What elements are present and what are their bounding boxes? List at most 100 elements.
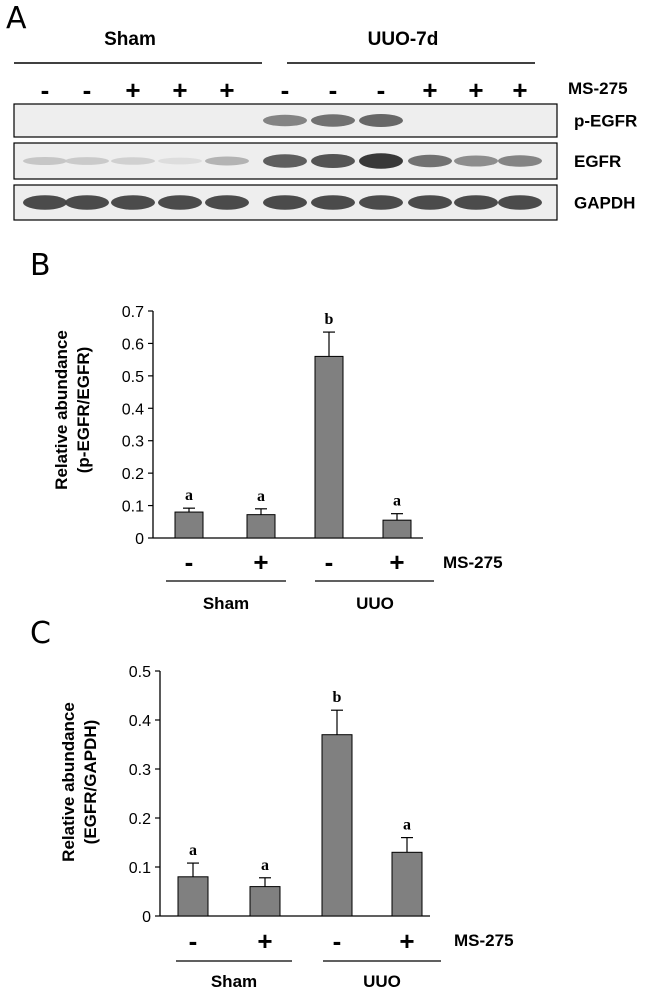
x-category-label: - <box>185 547 194 577</box>
blot-lane-sign: + <box>422 75 437 105</box>
x-category-label: + <box>257 926 272 956</box>
bar <box>177 876 209 917</box>
blot-lane-sign: + <box>125 75 140 105</box>
blot-band <box>498 195 542 210</box>
y-tick-label: 0.2 <box>122 466 144 483</box>
blot-lane-sign: + <box>468 75 483 105</box>
significance-label: b <box>325 311 334 328</box>
chart-egfr-group-sham: Sham <box>211 972 257 991</box>
blot-row-label: p-EGFR <box>574 112 637 131</box>
y-tick-label: 0.4 <box>129 713 151 730</box>
blot-band <box>408 154 452 168</box>
bar <box>391 851 423 917</box>
chart-egfr-ylabel-line2: (EGFR/GAPDH) <box>81 720 100 845</box>
chart-p-egfr-treatment-label: MS-275 <box>443 553 503 572</box>
y-tick-label: 0.3 <box>129 762 151 779</box>
chart-egfr-ylabel-line1: Relative abundance <box>59 702 78 862</box>
y-tick-label: 0 <box>135 531 144 548</box>
significance-label: a <box>189 842 197 859</box>
blot-lane-sign: - <box>377 75 386 105</box>
x-category-label: + <box>399 926 414 956</box>
blot-band <box>23 157 67 165</box>
blot-band <box>158 157 202 165</box>
y-tick-label: 0.2 <box>129 811 151 828</box>
blot-lane-signs: - - + + + - - - + + + <box>41 75 528 105</box>
western-blot-panel: Sham UUO-7d MS-275 - - + + + - - - + + + p-EGFR EGF… <box>13 29 637 221</box>
panel-letter-b: B <box>30 248 51 283</box>
chart-p-egfr-group-uuo: UUO <box>356 594 394 613</box>
blot-band <box>408 195 452 210</box>
y-tick-label: 0.5 <box>129 664 151 681</box>
blot-row-label: EGFR <box>574 152 621 171</box>
blot-lane-sign: + <box>512 75 527 105</box>
blot-row-label: GAPDH <box>574 194 635 213</box>
bar <box>174 511 204 539</box>
blot-band <box>311 114 355 127</box>
blot-band <box>263 114 307 127</box>
y-tick-label: 0.1 <box>122 499 144 516</box>
chart-egfr-group-uuo: UUO <box>363 972 401 991</box>
panel-letter-a: A <box>6 1 27 36</box>
blot-rows: p-EGFR EGFR GAPDH <box>13 103 637 221</box>
blot-band <box>311 154 355 168</box>
bar <box>314 355 344 539</box>
significance-label: a <box>403 817 411 834</box>
blot-band <box>205 156 249 166</box>
x-category-label: + <box>253 547 268 577</box>
chart-egfr: Relative abundance (EGFR/GAPDH) MS-275 S… <box>59 664 514 991</box>
y-tick-label: 0.6 <box>122 336 144 353</box>
bar <box>382 519 412 539</box>
chart-p-egfr-group-sham: Sham <box>203 594 249 613</box>
chart-p-egfr: Relative abundance (p-EGFR/EGFR) MS-275 … <box>52 304 503 613</box>
blot-band <box>65 157 109 165</box>
y-tick-label: 0.3 <box>122 434 144 451</box>
blot-lane-sign: - <box>83 75 92 105</box>
y-tick-label: 0.7 <box>122 304 144 321</box>
blot-band <box>205 195 249 210</box>
blot-group-label-sham: Sham <box>104 29 156 50</box>
chart-egfr-treatment-label: MS-275 <box>454 931 514 950</box>
blot-band <box>263 195 307 210</box>
blot-band <box>65 195 109 210</box>
significance-label: a <box>393 493 401 510</box>
blot-band <box>263 154 307 168</box>
blot-band <box>454 195 498 210</box>
bar <box>249 886 281 917</box>
x-category-label: + <box>389 547 404 577</box>
x-category-label: - <box>333 926 342 956</box>
bar <box>321 734 353 917</box>
significance-label: a <box>257 488 265 505</box>
significance-label: b <box>333 689 342 706</box>
blot-band <box>111 157 155 165</box>
blot-group-label-uuo: UUO-7d <box>368 29 439 50</box>
blot-band <box>359 153 403 169</box>
blot-band <box>454 155 498 167</box>
y-tick-label: 0 <box>142 909 151 926</box>
bar <box>246 514 276 539</box>
blot-treatment-label: MS-275 <box>568 79 628 98</box>
significance-label: a <box>185 487 193 504</box>
blot-band <box>359 114 403 127</box>
blot-band <box>359 195 403 210</box>
significance-label: a <box>261 857 269 874</box>
chart-p-egfr-ylabel-line1: Relative abundance <box>52 330 71 490</box>
panel-letter-c: C <box>30 616 51 651</box>
blot-band <box>498 155 542 167</box>
blot-lane-sign: - <box>281 75 290 105</box>
blot-lane-sign: - <box>41 75 50 105</box>
blot-band <box>23 195 67 210</box>
blot-band <box>158 195 202 210</box>
y-tick-label: 0.5 <box>122 369 144 386</box>
blot-band <box>111 195 155 210</box>
blot-band <box>311 195 355 210</box>
blot-lane-sign: - <box>329 75 338 105</box>
blot-row: EGFR <box>13 142 621 180</box>
chart-p-egfr-ylabel-line2: (p-EGFR/EGFR) <box>74 347 93 474</box>
blot-lane-sign: + <box>172 75 187 105</box>
blot-lane-sign: + <box>219 75 234 105</box>
x-category-label: - <box>325 547 334 577</box>
y-tick-label: 0.1 <box>129 860 151 877</box>
blot-row: GAPDH <box>13 184 635 221</box>
y-tick-label: 0.4 <box>122 401 144 418</box>
